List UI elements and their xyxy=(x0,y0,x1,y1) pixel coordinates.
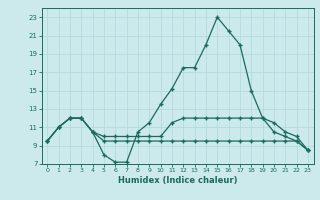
X-axis label: Humidex (Indice chaleur): Humidex (Indice chaleur) xyxy=(118,176,237,185)
